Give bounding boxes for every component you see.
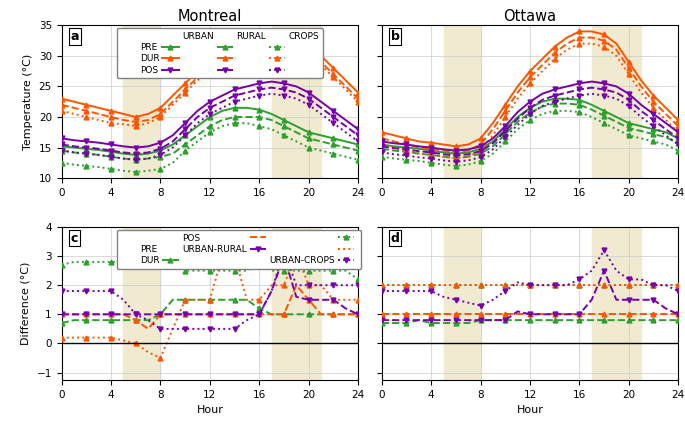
X-axis label: Hour: Hour (516, 405, 543, 415)
Text: a: a (71, 30, 79, 43)
Bar (123, 227, 160, 380)
Text: b: b (390, 30, 399, 43)
Legend: , PRE, DUR, POS, URBAN-RURAL, , , , URBAN-CROPS, , , : , PRE, DUR, POS, URBAN-RURAL, , , , URBA… (116, 230, 362, 269)
Y-axis label: Difference (°C): Difference (°C) (21, 262, 31, 345)
Y-axis label: Temperature (°C): Temperature (°C) (23, 54, 33, 150)
Legend: , PRE, DUR, POS, URBAN, , , , RURAL, , , , CROPS, , , : , PRE, DUR, POS, URBAN, , , , RURAL, , ,… (116, 28, 323, 78)
Bar (271, 25, 321, 178)
Text: c: c (71, 232, 78, 245)
Bar (592, 227, 641, 380)
Bar (443, 25, 481, 178)
Bar (123, 25, 160, 178)
Text: d: d (390, 232, 399, 245)
Bar (271, 227, 321, 380)
Title: Montreal: Montreal (177, 9, 242, 24)
Bar (592, 25, 641, 178)
X-axis label: Hour: Hour (197, 405, 223, 415)
Title: Ottawa: Ottawa (503, 9, 556, 24)
Bar (443, 227, 481, 380)
